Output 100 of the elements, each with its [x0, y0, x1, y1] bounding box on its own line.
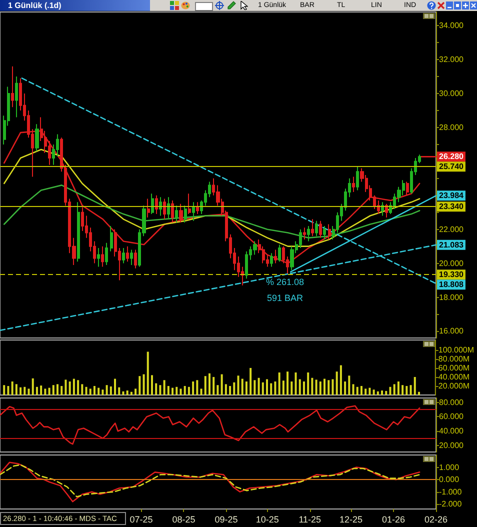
candlestick: [171, 200, 174, 224]
bar: [36, 386, 38, 395]
x-tick-label: 11-25: [298, 514, 322, 524]
ref-line-label: 23.340: [439, 202, 464, 212]
bar: [319, 381, 322, 395]
bar: [155, 383, 158, 395]
bar: [328, 380, 330, 395]
bar: [77, 380, 80, 395]
y-tick-label: 34.000: [439, 21, 464, 30]
bar: [224, 384, 227, 395]
bar: [356, 386, 358, 395]
bar: [237, 376, 240, 395]
bar: [196, 380, 198, 395]
bar: [340, 365, 342, 395]
candlestick: [134, 249, 137, 269]
bar: [106, 385, 108, 395]
y-tick-label: 20.000: [439, 258, 464, 268]
candlestick: [352, 176, 355, 192]
x-tick-label: 02-26: [424, 514, 448, 524]
bar: [286, 372, 289, 395]
bar: [397, 381, 400, 395]
candlestick: [122, 248, 125, 264]
bar: [163, 380, 166, 395]
bar: [200, 388, 202, 395]
bar: [142, 374, 145, 395]
bar: [122, 391, 124, 395]
bar: [172, 388, 174, 395]
candlestick: [323, 225, 326, 240]
data-label: 18.808: [439, 280, 464, 290]
data-label: 21.083: [439, 240, 464, 250]
y-tick-label: 60.000: [439, 412, 464, 422]
y-tick-label: 30.000: [439, 89, 464, 98]
candlestick: [315, 220, 318, 237]
bar: [254, 380, 256, 395]
bar: [212, 376, 215, 395]
candlestick: [188, 193, 191, 215]
bar: [402, 385, 404, 395]
bar: [93, 386, 96, 395]
bar: [28, 388, 30, 395]
bar: [229, 386, 232, 395]
bar: [64, 380, 67, 395]
bar: [7, 386, 10, 395]
candlestick: [270, 252, 273, 268]
candlestick: [110, 225, 113, 252]
bar: [114, 378, 116, 395]
bar: [282, 380, 284, 395]
bar: [352, 384, 354, 395]
candlestick: [101, 246, 104, 268]
bar: [290, 381, 293, 395]
bar: [56, 384, 59, 395]
bar: [98, 388, 100, 395]
y-tick-label: 32.000: [439, 55, 464, 64]
candlestick: [175, 205, 178, 224]
bar: [302, 381, 305, 395]
x-tick-label: 12-25: [339, 514, 363, 524]
bar: [102, 390, 104, 395]
y-tick-label: 22.000: [439, 224, 464, 234]
data-label: 26.280: [439, 152, 464, 162]
candlestick: [151, 193, 154, 215]
candlestick: [311, 218, 314, 237]
bar: [348, 376, 350, 395]
bar: [81, 384, 84, 395]
data-label: 23.984: [439, 191, 464, 200]
bar: [24, 386, 26, 395]
bar: [414, 376, 416, 395]
candlestick: [147, 198, 150, 218]
y-tick-label: 16.000: [439, 326, 464, 336]
bar: [72, 378, 75, 395]
candlestick: [105, 242, 108, 266]
bar: [184, 386, 186, 395]
bar: [167, 386, 170, 395]
bar: [89, 388, 92, 395]
candlestick: [303, 227, 306, 240]
candlestick: [77, 202, 80, 262]
bar: [150, 375, 153, 395]
bar: [245, 381, 248, 395]
bar: [393, 384, 396, 395]
bar: [20, 387, 22, 395]
annotation: 591 BAR: [266, 292, 304, 304]
bar: [60, 386, 63, 395]
candlestick: [163, 198, 166, 220]
bar: [241, 378, 244, 395]
candlestick: [192, 202, 195, 222]
bar: [138, 376, 141, 395]
candlestick: [126, 246, 129, 262]
bar: [3, 385, 6, 395]
bar: [376, 391, 379, 395]
chart-title: 1 Günlük (.1d): [8, 0, 62, 11]
candlestick: [155, 194, 158, 215]
candlestick: [319, 220, 322, 238]
y-tick-label: 100.000M: [438, 345, 474, 354]
y-tick-label: -1.000: [439, 487, 462, 496]
y-tick-label: 80.000M: [438, 354, 470, 364]
bar: [344, 381, 346, 395]
candlestick: [97, 248, 100, 268]
bar: [368, 388, 371, 395]
bar: [52, 385, 54, 395]
bar: [44, 388, 46, 395]
bar: [250, 368, 252, 395]
y-tick-label: 20.000: [439, 441, 464, 450]
